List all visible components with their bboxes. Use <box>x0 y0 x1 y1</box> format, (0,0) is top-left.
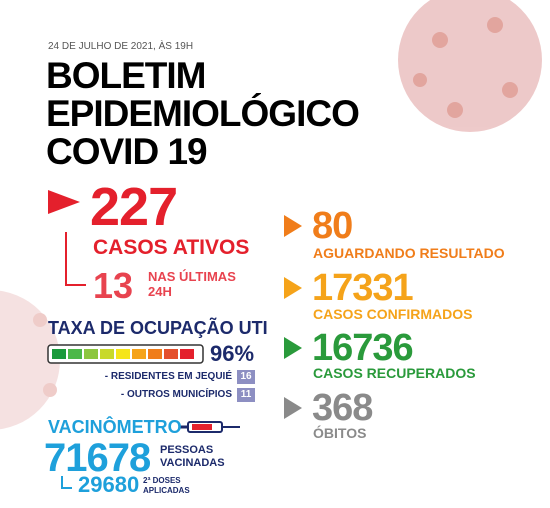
play-icon <box>284 215 302 237</box>
title-line: EPIDEMIOLÓGICO <box>46 93 360 134</box>
vaccine-title: VACINÔMETRO <box>48 417 182 437</box>
occupancy-bar <box>47 344 204 364</box>
uti-row-label: - OUTROS MUNICÍPIOS <box>120 389 232 400</box>
stat-value: 368 <box>312 387 373 429</box>
title-line: BOLETIM <box>46 55 206 96</box>
play-icon <box>48 190 80 214</box>
stat-value: 80 <box>312 205 353 247</box>
uti-percent: 96% <box>210 341 255 366</box>
uti-row-value: 16 <box>237 370 255 384</box>
vaccine-value: 71678 <box>44 436 151 480</box>
play-icon <box>284 337 302 359</box>
vaccine-label: VACINADAS <box>160 457 225 469</box>
recent-label: 24H <box>148 284 172 299</box>
connector <box>65 232 86 286</box>
date: 24 DE JULHO DE 2021, ÀS 19H <box>48 41 194 52</box>
play-icon <box>284 277 302 299</box>
stat-label: CASOS CONFIRMADOS <box>313 306 473 322</box>
virus-top-right <box>398 0 542 132</box>
recent-label: NAS ÚLTIMAS <box>148 269 236 284</box>
vaccine-label: PESSOAS <box>160 444 214 456</box>
stat-label: ÓBITOS <box>313 425 367 441</box>
connector <box>61 476 72 489</box>
play-icon <box>284 397 302 419</box>
second-dose-label: APLICADAS <box>143 486 190 495</box>
stat-label: AGUARDANDO RESULTADO <box>313 245 505 261</box>
second-dose-value: 29680 <box>78 472 140 497</box>
title-line: COVID 19 <box>46 131 208 172</box>
recent-value: 13 <box>93 265 134 306</box>
uti-title: TAXA DE OCUPAÇÃO UTI <box>48 318 268 338</box>
stat-value: 16736 <box>312 327 414 369</box>
stat-label: CASOS RECUPERADOS <box>313 365 476 381</box>
stat-value: 17331 <box>312 267 414 309</box>
second-dose-label: 2ª DOSES <box>143 476 181 485</box>
uti-row-value: 11 <box>237 388 255 402</box>
active-label: CASOS ATIVOS <box>93 236 250 259</box>
virus-left <box>0 290 60 430</box>
active-value: 227 <box>90 177 178 237</box>
uti-row-label: - RESIDENTES EM JEQUIÉ <box>104 371 232 382</box>
syringe <box>180 421 240 433</box>
